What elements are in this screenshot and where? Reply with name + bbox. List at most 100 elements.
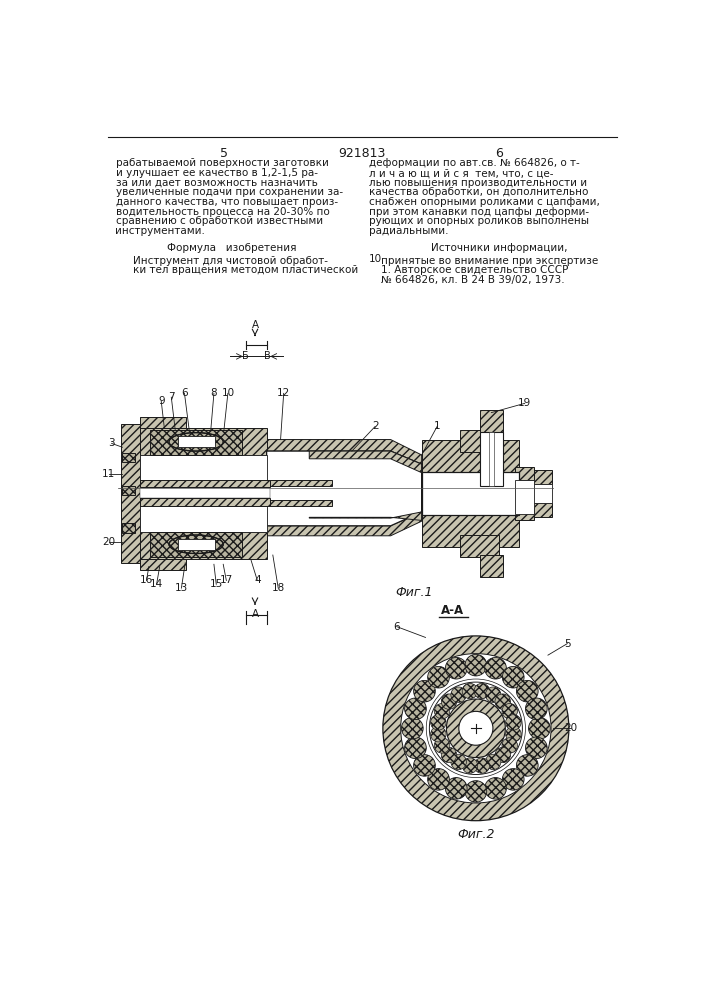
Circle shape xyxy=(525,698,547,720)
Text: 1: 1 xyxy=(434,421,440,431)
Bar xyxy=(530,484,552,503)
Text: 4: 4 xyxy=(254,575,261,585)
Text: при этом канавки под цапфы деформи-: при этом канавки под цапфы деформи- xyxy=(369,207,589,217)
Circle shape xyxy=(529,718,550,739)
Circle shape xyxy=(485,778,506,799)
Polygon shape xyxy=(267,440,421,464)
Circle shape xyxy=(414,680,436,702)
Circle shape xyxy=(404,737,426,759)
Text: 13: 13 xyxy=(175,583,188,593)
Bar xyxy=(421,440,518,472)
Text: 5: 5 xyxy=(564,639,571,649)
Bar xyxy=(139,417,186,428)
Text: 10: 10 xyxy=(221,388,235,398)
Text: деформации по авт.св. № 664826, о т-: деформации по авт.св. № 664826, о т- xyxy=(369,158,580,168)
Bar xyxy=(122,486,135,495)
Bar xyxy=(177,539,215,550)
Circle shape xyxy=(495,747,510,763)
Circle shape xyxy=(474,758,489,773)
Text: 8: 8 xyxy=(211,388,217,398)
Circle shape xyxy=(516,755,538,776)
Text: 3: 3 xyxy=(108,438,115,448)
Circle shape xyxy=(431,727,446,742)
Text: инструментами.: инструментами. xyxy=(115,226,205,236)
Text: 15: 15 xyxy=(209,579,223,589)
Text: снабжен опорными роликами с цапфами,: снабжен опорными роликами с цапфами, xyxy=(369,197,600,207)
Circle shape xyxy=(428,769,450,790)
Text: 10: 10 xyxy=(369,254,382,264)
Ellipse shape xyxy=(169,433,223,451)
Circle shape xyxy=(434,703,450,719)
Text: № 664826, кл. В 24 В 39/02, 1973.: № 664826, кл. В 24 В 39/02, 1973. xyxy=(381,275,565,285)
Circle shape xyxy=(506,727,521,742)
Circle shape xyxy=(434,738,450,753)
Circle shape xyxy=(485,657,506,679)
Text: 9: 9 xyxy=(158,396,165,406)
Bar xyxy=(530,470,552,484)
Text: 2: 2 xyxy=(372,421,378,431)
Circle shape xyxy=(486,687,501,702)
Circle shape xyxy=(502,703,518,719)
Text: В: В xyxy=(264,351,271,361)
Text: Формула   изобретения: Формула изобретения xyxy=(167,243,296,253)
Text: рабатываемой поверхности заготовки: рабатываемой поверхности заготовки xyxy=(115,158,328,168)
Circle shape xyxy=(451,754,467,770)
Text: принятые во внимание при экспертизе: принятые во внимание при экспертизе xyxy=(381,256,599,266)
Bar xyxy=(515,466,534,480)
Text: 7: 7 xyxy=(168,392,175,402)
Polygon shape xyxy=(309,512,421,520)
Bar xyxy=(139,455,267,532)
Text: 18: 18 xyxy=(271,583,285,593)
Circle shape xyxy=(525,737,547,759)
Polygon shape xyxy=(309,451,421,473)
Circle shape xyxy=(506,715,521,730)
Bar xyxy=(177,436,215,447)
Bar xyxy=(270,480,332,486)
Circle shape xyxy=(503,769,524,790)
Text: А: А xyxy=(252,320,259,330)
Bar xyxy=(530,503,552,517)
Text: 11: 11 xyxy=(102,469,115,479)
Text: А-А: А-А xyxy=(441,604,464,617)
Text: А: А xyxy=(252,609,259,619)
Circle shape xyxy=(441,694,457,709)
Bar xyxy=(135,532,267,559)
Bar xyxy=(460,535,499,557)
Bar xyxy=(515,507,534,520)
Bar xyxy=(151,532,242,557)
Circle shape xyxy=(446,699,506,758)
Bar xyxy=(121,424,139,563)
Bar xyxy=(480,410,503,432)
Text: водительность процесса на 20-30% по: водительность процесса на 20-30% по xyxy=(115,207,329,217)
Text: ки тел вращения методом пластической: ки тел вращения методом пластической xyxy=(134,265,358,275)
Circle shape xyxy=(431,715,446,730)
Circle shape xyxy=(462,758,478,773)
Bar xyxy=(270,480,394,506)
Bar xyxy=(151,430,242,455)
Text: 6: 6 xyxy=(181,388,188,398)
Circle shape xyxy=(445,778,467,799)
Text: увеличенные подачи при сохранении за-: увеличенные подачи при сохранении за- xyxy=(115,187,343,197)
Text: радиальными.: радиальными. xyxy=(369,226,448,236)
Circle shape xyxy=(459,711,493,745)
Bar xyxy=(122,523,135,533)
Circle shape xyxy=(404,698,426,720)
Bar xyxy=(139,487,270,498)
Polygon shape xyxy=(267,512,421,536)
Text: Инструмент для чистовой обработ-: Инструмент для чистовой обработ- xyxy=(134,256,328,266)
Bar xyxy=(270,500,332,506)
Circle shape xyxy=(451,687,467,702)
Bar xyxy=(480,555,503,577)
Text: 14: 14 xyxy=(150,579,163,589)
Circle shape xyxy=(486,754,501,770)
Text: рующих и опорных роликов выполнены: рующих и опорных роликов выполнены xyxy=(369,216,589,226)
Text: и улучшает ее качество в 1,2-1,5 ра-: и улучшает ее качество в 1,2-1,5 ра- xyxy=(115,168,317,178)
Circle shape xyxy=(474,683,489,699)
Circle shape xyxy=(445,657,467,679)
Circle shape xyxy=(401,654,551,803)
Text: 921813: 921813 xyxy=(338,147,385,160)
Bar xyxy=(421,472,518,515)
Text: 16: 16 xyxy=(140,575,153,585)
Text: 20: 20 xyxy=(102,537,115,547)
Text: сравнению с обработкой известными: сравнению с обработкой известными xyxy=(115,216,322,226)
